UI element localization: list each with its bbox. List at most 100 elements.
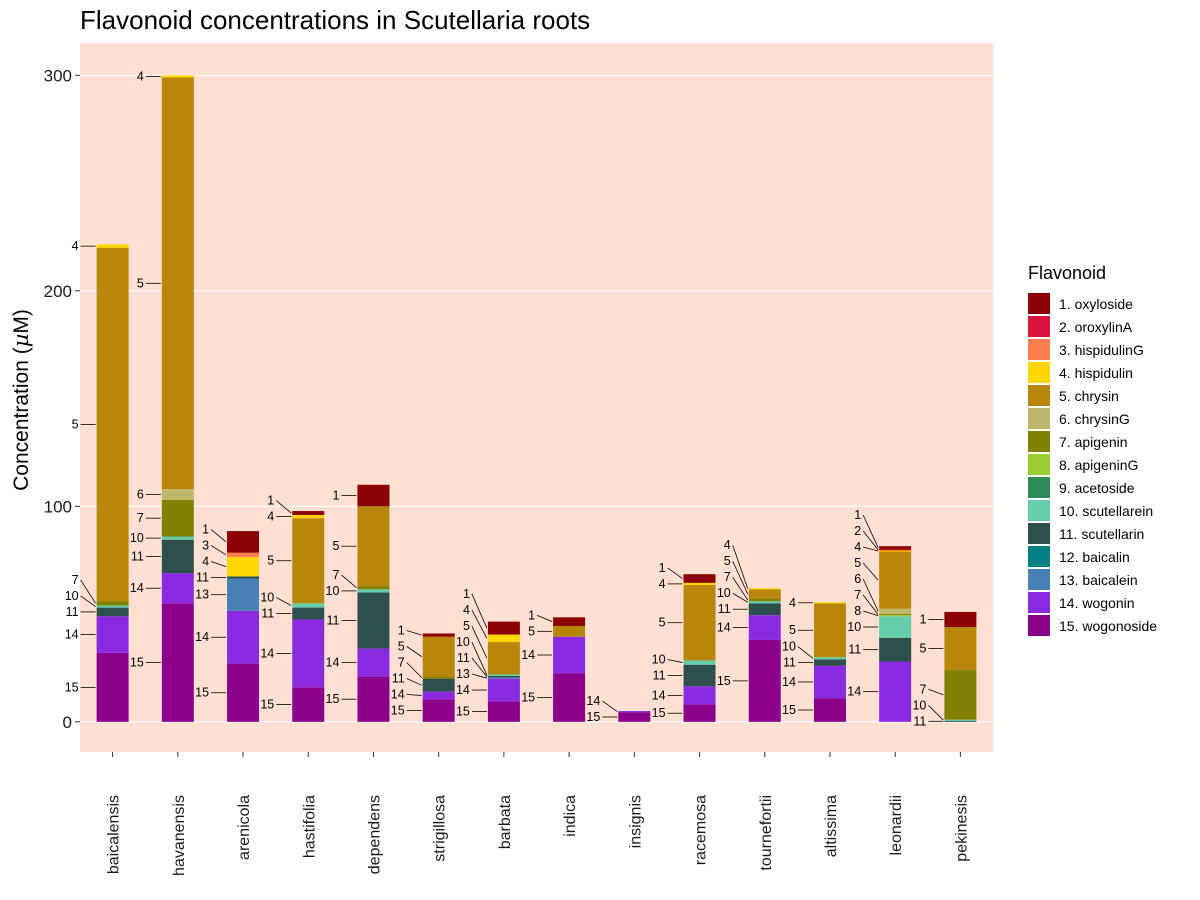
bar-stack-pekinesis: [944, 611, 977, 722]
segment-label: 14: [195, 630, 209, 644]
segment-label: 15: [65, 680, 79, 694]
segment-label: 1: [528, 608, 535, 622]
bar-segment: [96, 247, 129, 602]
segment-label-leader: [471, 641, 488, 676]
segment-label-leader: [928, 688, 944, 696]
segment-label: 11: [196, 570, 209, 584]
bar-segment: [422, 636, 455, 677]
segment-label: 5: [528, 624, 535, 638]
segment-label-leader: [732, 592, 748, 603]
segment-label: 5: [137, 276, 144, 290]
segment-label-leader: [210, 545, 227, 556]
bar-segment: [813, 602, 846, 604]
segment-label: 1: [202, 522, 209, 536]
bar-segment: [879, 608, 912, 615]
bar-segment: [292, 687, 325, 722]
segment-label: 11: [848, 643, 861, 657]
segment-label: 4: [267, 510, 274, 524]
bar-segment: [422, 691, 455, 700]
bar-segment: [161, 499, 194, 537]
segment-label-leader: [471, 657, 488, 678]
bar-segment: [357, 484, 390, 507]
segment-label: 2: [854, 524, 861, 538]
y-axis: 0 100 200 300: [44, 66, 80, 732]
segment-label: 4: [137, 69, 144, 83]
segment-label: 3: [202, 538, 209, 552]
bar-segment: [227, 556, 260, 577]
bar-segment: [813, 698, 846, 722]
segment-label: 15: [717, 674, 731, 688]
bar-segment: [553, 625, 586, 637]
bar-segment: [357, 648, 390, 677]
bar-segment: [227, 663, 260, 722]
x-tick-label: dependens: [366, 795, 383, 874]
bar-segment: [944, 720, 977, 722]
legend-swatch: [1028, 431, 1050, 452]
bar-segment: [553, 673, 586, 722]
segment-label-leader: [602, 700, 618, 712]
bar-segment: [422, 678, 455, 692]
segment-label: 5: [463, 619, 470, 633]
bar-segment: [683, 686, 716, 705]
bar-segment: [813, 603, 846, 658]
legend-label: 8. apigeninG: [1059, 457, 1138, 473]
y-tick-label: 100: [44, 497, 72, 516]
segment-label-leader: [276, 597, 292, 606]
legend-label: 6. chrysinG: [1059, 411, 1130, 427]
segment-label: 7: [854, 588, 861, 602]
bar-segment: [161, 536, 194, 540]
legend-label: 10. scutellarein: [1059, 503, 1153, 519]
segment-label-leader: [341, 574, 357, 588]
segment-label: 14: [130, 581, 144, 595]
bar-segment: [96, 652, 129, 722]
segment-label: 10: [652, 652, 666, 666]
x-tick-label: racemosa: [693, 795, 710, 865]
legend-swatch: [1028, 615, 1050, 636]
bar-stack-insignis: [618, 711, 651, 722]
bar-segment: [292, 603, 325, 608]
segment-label: 11: [718, 602, 731, 616]
bar-segment: [96, 601, 129, 606]
y-axis-title: Concentration (µM): [9, 309, 33, 491]
bar-segment: [487, 677, 520, 679]
bar-segment: [487, 701, 520, 722]
segment-label: 7: [333, 568, 340, 582]
segment-label-leader: [275, 500, 292, 514]
legend-label: 9. acetoside: [1059, 480, 1135, 496]
legend-swatch: [1028, 523, 1050, 544]
y-tick-label: 200: [44, 282, 72, 301]
segment-label: 10: [782, 640, 796, 654]
x-tick-label: strigillosa: [432, 795, 449, 862]
segment-label: 7: [72, 573, 79, 587]
legend-swatch: [1028, 592, 1050, 613]
bar-segment: [553, 636, 586, 674]
segment-label: 4: [463, 603, 470, 617]
segment-label: 5: [398, 640, 405, 654]
bar-segment: [96, 607, 129, 617]
segment-label: 1: [398, 624, 405, 638]
segment-label: 15: [521, 691, 535, 705]
bar-segment: [553, 617, 586, 626]
bar-segment: [813, 657, 846, 660]
segment-label: 1: [854, 508, 861, 522]
y-tick-label: 300: [44, 66, 72, 85]
bar-stack-leonardii: [879, 546, 912, 722]
segment-label: 5: [724, 554, 731, 568]
segment-label: 11: [66, 605, 79, 619]
bar-segment: [683, 574, 716, 583]
bar-segment: [357, 586, 390, 590]
bar-segment: [748, 639, 781, 722]
bar-segment: [487, 634, 520, 643]
bar-segment: [161, 573, 194, 604]
bar-segment: [748, 615, 781, 640]
bar-segment: [618, 711, 651, 713]
x-tick-label: pekinesis: [953, 795, 970, 862]
segment-label-leader: [406, 678, 422, 686]
segment-label-leader: [210, 561, 227, 568]
segment-label-leader: [471, 593, 488, 629]
segment-labels: 1514111075415141110765415141311431151411…: [65, 69, 944, 728]
segment-label: 15: [456, 705, 470, 719]
segment-label-leader: [732, 545, 749, 589]
segment-label: 5: [919, 642, 926, 656]
